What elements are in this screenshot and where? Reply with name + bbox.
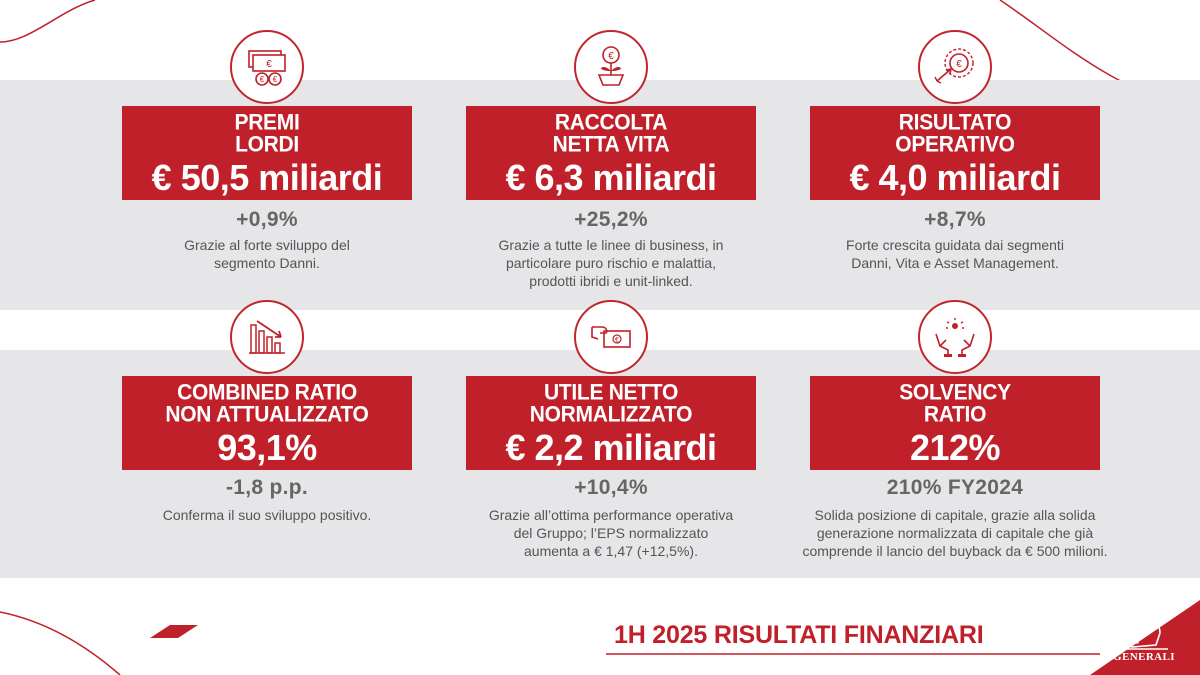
- kpi-note-line: Danni, Vita e Asset Management.: [851, 255, 1059, 271]
- kpi-note: Forte crescita guidata dai segmenti Dann…: [780, 236, 1130, 272]
- kpi-value: 212%: [909, 427, 1001, 468]
- kpi-note-line: Grazie al forte sviluppo del: [184, 237, 350, 253]
- kpi-box: RACCOLTA NETTA VITA € 6,3 miliardi: [466, 106, 756, 200]
- money-icon: € € €: [230, 30, 304, 104]
- kpi-delta: 210% FY2024: [886, 476, 1024, 499]
- plant-coin-icon: €: [574, 30, 648, 104]
- kpi-box: RISULTATO OPERATIVO € 4,0 miliardi: [810, 106, 1100, 200]
- kpi-note-line: Grazie a tutte le linee di business, in: [498, 237, 724, 253]
- kpi-note: Grazie a tutte le linee di business, in …: [436, 236, 786, 290]
- kpi-note: Conferma il suo sviluppo positivo.: [92, 506, 442, 524]
- kpi-box: SOLVENCY RATIO 212%: [810, 376, 1100, 470]
- kpi-note: Solida posizione di capitale, grazie all…: [780, 506, 1130, 560]
- hand-banknote-icon: €: [574, 300, 648, 374]
- kpi-note-line: comprende il lancio del buyback da € 500…: [802, 543, 1108, 559]
- kpi-value: € 50,5 miliardi: [151, 157, 383, 198]
- kpi-title-line1: COMBINED RATIO: [177, 380, 357, 405]
- declining-chart-icon: [230, 300, 304, 374]
- kpi-note: Grazie all’ottima performance operativa …: [436, 506, 786, 560]
- lion-icon: [1118, 613, 1168, 650]
- brand-name: GENERALI: [1113, 651, 1175, 663]
- kpi-delta: -1,8 p.p.: [225, 476, 309, 499]
- kpi-title-line2: RATIO: [923, 402, 987, 427]
- kpi-title-line2: NORMALIZZATO: [529, 402, 693, 427]
- generali-logo: GENERALI: [1000, 585, 1200, 675]
- kpi-note: Grazie al forte sviluppo del segmento Da…: [92, 236, 442, 272]
- kpi-value: € 6,3 miliardi: [505, 157, 717, 198]
- kpi-title-line1: SOLVENCY: [899, 380, 1011, 405]
- kpi-title-line1: PREMI: [234, 110, 300, 135]
- svg-text:€: €: [956, 59, 962, 70]
- kpi-value: € 4,0 miliardi: [849, 157, 1061, 198]
- kpi-title-line1: UTILE NETTO: [544, 380, 678, 405]
- hands-idea-icon: [918, 300, 992, 374]
- kpi-note-line: aumenta a € 1,47 (+12,5%).: [524, 543, 698, 559]
- kpi-note-line: generazione normalizzata di capitale che…: [816, 525, 1094, 541]
- svg-text:€: €: [260, 75, 265, 84]
- kpi-note-line: Grazie all’ottima performance operativa: [488, 507, 734, 523]
- kpi-title-line1: RACCOLTA: [554, 110, 668, 135]
- kpi-box: COMBINED RATIO NON ATTUALIZZATO 93,1%: [122, 376, 412, 470]
- kpi-delta: +25,2%: [574, 208, 648, 231]
- kpi-note-line: del Gruppo; l’EPS normalizzato: [513, 525, 709, 541]
- kpi-title-line2: OPERATIVO: [895, 132, 1015, 157]
- kpi-note-line: prodotti ibridi e unit-linked.: [529, 273, 693, 289]
- svg-text:€: €: [266, 59, 272, 70]
- kpi-value: 93,1%: [217, 427, 317, 468]
- kpi-note-line: Forte crescita guidata dai segmenti: [846, 237, 1064, 253]
- kpi-note-line: particolare puro rischio e malattia,: [505, 255, 717, 271]
- svg-text:€: €: [273, 75, 278, 84]
- svg-text:€: €: [608, 51, 614, 62]
- kpi-box: PREMI LORDI € 50,5 miliardi: [122, 106, 412, 200]
- kpi-box: UTILE NETTO NORMALIZZATO € 2,2 miliardi: [466, 376, 756, 470]
- kpi-note-line: Conferma il suo sviluppo positivo.: [162, 507, 372, 523]
- kpi-note-line: Solida posizione di capitale, grazie all…: [814, 507, 1096, 523]
- kpi-delta: +8,7%: [924, 208, 986, 231]
- kpi-delta: +10,4%: [574, 476, 648, 499]
- target-coin-icon: €: [918, 30, 992, 104]
- kpi-value: € 2,2 miliardi: [505, 427, 717, 468]
- kpi-title-line2: NON ATTUALIZZATO: [165, 402, 369, 427]
- kpi-note-line: segmento Danni.: [214, 255, 320, 271]
- kpi-delta: +0,9%: [236, 208, 298, 231]
- kpi-title-line2: NETTA VITA: [552, 132, 670, 157]
- kpi-title-line1: RISULTATO: [898, 110, 1012, 135]
- footer-title: 1H 2025 RISULTATI FINANZIARI: [614, 621, 984, 649]
- svg-text:€: €: [615, 337, 619, 344]
- kpi-title-line2: LORDI: [235, 132, 299, 157]
